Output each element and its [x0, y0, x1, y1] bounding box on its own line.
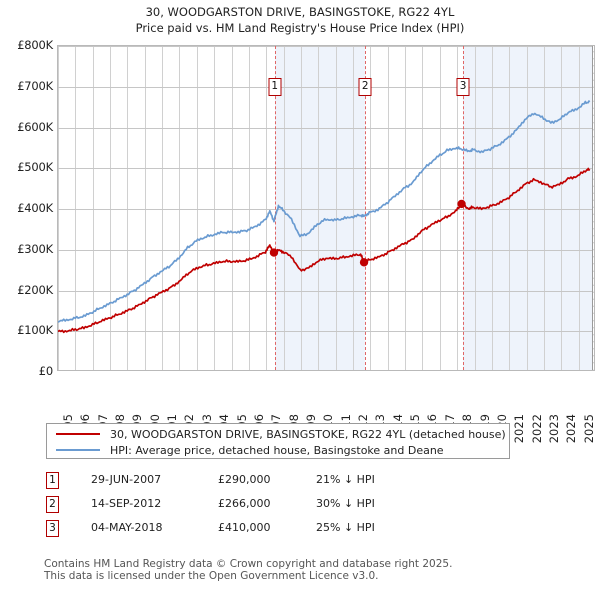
table-row[interactable]: 1 29-JUN-2007 £290,000 21% ↓ HPI	[46, 470, 516, 494]
transaction-index-badge: 2	[46, 496, 59, 513]
future-no-data-hatch	[591, 46, 594, 370]
footer-attribution: Contains HM Land Registry data © Crown c…	[44, 558, 564, 582]
transaction-hpi-delta: 21% ↓ HPI	[316, 473, 375, 486]
gridline-vertical	[370, 46, 371, 370]
gridline-vertical	[232, 46, 233, 370]
footer-line-2: This data is licensed under the Open Gov…	[44, 570, 379, 582]
y-axis-labels: £0 £100K £200K £300K £400K £500K £600K £700K £80…	[0, 38, 55, 378]
gridline-horizontal	[58, 250, 594, 251]
legend-swatch-price-paid	[56, 432, 100, 436]
x-tick-label: 2022	[529, 414, 544, 444]
legend-swatch-hpi	[56, 448, 100, 452]
gridline-horizontal	[58, 87, 594, 88]
transaction-price: £266,000	[218, 497, 271, 510]
legend-label-hpi: HPI: Average price, detached house, Basi…	[110, 443, 444, 457]
series-line-hpi	[58, 100, 591, 323]
legend-entry-price-paid: 30, WOODGARSTON DRIVE, BASINGSTOKE, RG22…	[47, 426, 509, 442]
gridline-vertical	[405, 46, 406, 370]
gridline-vertical	[58, 46, 59, 370]
table-row[interactable]: 3 04-MAY-2018 £410,000 25% ↓ HPI	[46, 518, 516, 542]
gridline-vertical	[336, 46, 337, 370]
gridline-horizontal	[58, 128, 594, 129]
transaction-point-2[interactable]	[359, 258, 369, 267]
transaction-marker-box-1[interactable]: 1	[268, 77, 282, 96]
gridline-vertical	[145, 46, 146, 370]
transactions-table: 1 29-JUN-2007 £290,000 21% ↓ HPI 2 14-SEP-201…	[46, 470, 516, 542]
transaction-date: 14-SEP-2012	[91, 497, 162, 510]
transaction-marker-line-3	[463, 46, 465, 370]
gridline-horizontal	[58, 331, 594, 332]
transaction-hpi-delta: 30% ↓ HPI	[316, 497, 375, 510]
gridline-vertical	[197, 46, 198, 370]
transaction-index-badge: 3	[46, 520, 59, 537]
transaction-marker-line-2	[365, 46, 367, 370]
table-row[interactable]: 2 14-SEP-2012 £266,000 30% ↓ HPI	[46, 494, 516, 518]
y-tick-label: £300K	[17, 241, 53, 256]
transaction-marker-line-1	[274, 46, 276, 370]
gridline-vertical	[440, 46, 441, 370]
title-line-1: 30, WOODGARSTON DRIVE, BASINGSTOKE, RG22…	[145, 5, 455, 19]
legend-entry-hpi: HPI: Average price, detached house, Basi…	[47, 442, 509, 458]
transaction-marker-box-2[interactable]: 2	[358, 77, 372, 96]
x-tick-label: 2025	[581, 414, 596, 444]
gridline-horizontal	[58, 46, 594, 47]
gridline-horizontal	[58, 291, 594, 292]
gridline-horizontal	[58, 209, 594, 210]
gridline-vertical	[318, 46, 319, 370]
gridline-vertical	[579, 46, 580, 370]
gridline-vertical	[301, 46, 302, 370]
gridline-vertical	[544, 46, 545, 370]
y-tick-label: £200K	[17, 282, 53, 297]
gridline-vertical	[127, 46, 128, 370]
y-tick-label: £700K	[17, 78, 53, 93]
footer-line-1: Contains HM Land Registry data © Crown c…	[44, 558, 453, 570]
series-line-price-paid	[58, 167, 591, 334]
y-tick-label: £400K	[17, 201, 53, 215]
gridline-vertical	[75, 46, 76, 370]
gridline-vertical	[179, 46, 180, 370]
transaction-index-badge: 1	[46, 472, 59, 489]
x-tick-label: 2021	[512, 414, 527, 444]
x-tick-label: 2024	[564, 414, 579, 444]
y-tick-label: £0	[38, 364, 53, 378]
gridline-vertical	[214, 46, 215, 370]
gridline-vertical	[162, 46, 163, 370]
gridline-vertical	[422, 46, 423, 370]
x-tick-label: 2023	[546, 414, 561, 444]
gridline-vertical	[110, 46, 111, 370]
gridline-vertical	[509, 46, 510, 370]
y-tick-label: £100K	[17, 323, 53, 338]
series-lines	[58, 100, 591, 334]
transaction-point-3[interactable]	[457, 199, 466, 209]
y-tick-label: £600K	[17, 119, 53, 134]
y-tick-label: £800K	[17, 38, 53, 52]
chart-legend: 30, WOODGARSTON DRIVE, BASINGSTOKE, RG22…	[46, 423, 510, 459]
transaction-price: £290,000	[218, 473, 271, 486]
gridline-vertical	[492, 46, 493, 370]
gridline-vertical	[266, 46, 267, 370]
plot-area[interactable]: 1 2 3	[57, 45, 595, 371]
transaction-date: 04-MAY-2018	[91, 521, 163, 534]
ownership-band-1	[274, 46, 366, 370]
gridline-vertical	[527, 46, 528, 370]
gridline-vertical	[388, 46, 389, 370]
gridline-vertical	[93, 46, 94, 370]
transaction-marker-box-3[interactable]: 3	[456, 77, 470, 96]
transaction-price: £410,000	[218, 521, 271, 534]
title-line-2: Price paid vs. HM Land Registry's House …	[135, 21, 465, 35]
gridline-vertical	[249, 46, 250, 370]
transaction-hpi-delta: 25% ↓ HPI	[316, 521, 375, 534]
transaction-point-1[interactable]	[269, 248, 279, 257]
legend-label-price-paid: 30, WOODGARSTON DRIVE, BASINGSTOKE, RG22…	[110, 427, 506, 441]
gridline-vertical	[561, 46, 562, 370]
page-title: 30, WOODGARSTON DRIVE, BASINGSTOKE, RG22…	[0, 4, 600, 36]
gridline-vertical	[284, 46, 285, 370]
transaction-date: 29-JUN-2007	[91, 473, 162, 486]
y-tick-label: £500K	[17, 160, 53, 175]
gridline-horizontal	[58, 168, 594, 169]
chart-area: £0 £100K £200K £300K £400K £500K £600K £700K £80…	[0, 38, 600, 443]
gridline-vertical	[353, 46, 354, 370]
